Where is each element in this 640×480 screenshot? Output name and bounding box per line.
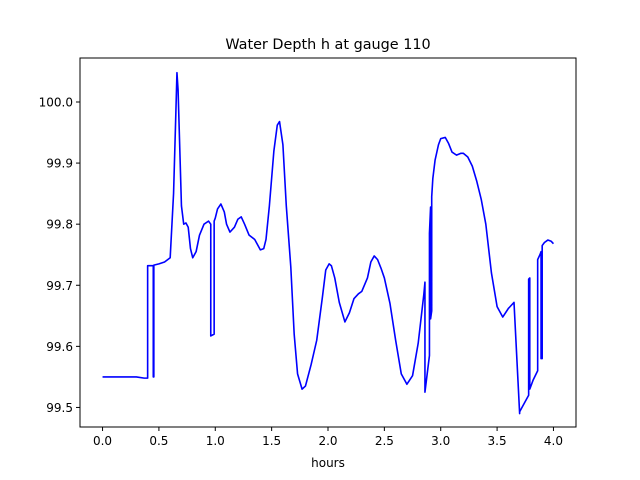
- y-tick-label: 100.0: [39, 95, 73, 109]
- x-tick-label: 2.0: [318, 434, 337, 448]
- x-tick-label: 1.0: [206, 434, 225, 448]
- plot-frame: [79, 57, 577, 428]
- x-axis-label: hours: [311, 456, 345, 470]
- y-tick-label: 99.6: [46, 340, 73, 354]
- y-tick-label: 99.7: [46, 279, 73, 293]
- x-axis: 0.0 0.5 1.0 1.5 2.0 2.5 3.0 3.5 4.0: [93, 427, 563, 448]
- series-lines: [102, 71, 555, 415]
- x-tick-label: 0.0: [93, 434, 112, 448]
- chart-title: Water Depth h at gauge 110: [225, 37, 430, 53]
- y-tick-label: 99.8: [46, 218, 73, 232]
- y-tick-label: 99.5: [46, 401, 73, 415]
- series-line: [102, 71, 555, 415]
- x-tick-label: 4.0: [544, 434, 563, 448]
- x-tick-label: 3.0: [431, 434, 450, 448]
- x-tick-label: 0.5: [149, 434, 168, 448]
- y-axis: 99.5 99.6 99.7 99.8 99.9 100.0: [39, 95, 80, 415]
- x-tick-label: 2.5: [375, 434, 394, 448]
- y-tick-label: 99.9: [46, 157, 73, 171]
- x-tick-label: 1.5: [262, 434, 281, 448]
- x-tick-label: 3.5: [488, 434, 507, 448]
